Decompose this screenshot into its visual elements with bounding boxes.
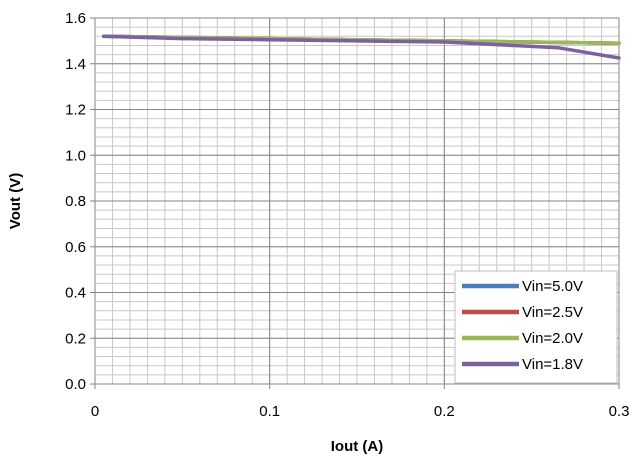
x-tick-label: 0	[91, 403, 99, 420]
x-tick-label: 0.3	[609, 403, 630, 420]
series-line	[101, 34, 621, 60]
y-tick-label: 0.4	[65, 285, 86, 302]
y-tick-label: 1.2	[65, 102, 86, 119]
y-axis-title: Vout (V)	[7, 173, 24, 229]
legend-label: Vin=2.5V	[522, 304, 583, 321]
x-tick-label: 0.2	[434, 403, 455, 420]
x-tick-labels: 0 0.1 0.2 0.3	[91, 403, 630, 420]
series-lines	[101, 34, 621, 60]
y-tick-label: 0.8	[65, 193, 86, 210]
legend: Vin=5.0V Vin=2.5V Vin=2.0V Vin=1.8V	[454, 270, 618, 384]
y-tick-label: 0.2	[65, 330, 86, 347]
legend-label: Vin=1.8V	[522, 356, 583, 373]
y-tick-labels: 0.0 0.2 0.4 0.6 0.8 1.0 1.2 1.4 1.6	[65, 10, 86, 393]
x-axis-title: Iout (A)	[331, 438, 383, 455]
x-tick-label: 0.1	[259, 403, 280, 420]
y-tick-label: 1.6	[65, 10, 86, 27]
legend-label: Vin=5.0V	[522, 278, 583, 295]
y-tick-label: 0.6	[65, 239, 86, 256]
axes	[90, 17, 620, 389]
y-tick-label: 1.0	[65, 147, 86, 164]
y-tick-label: 0.0	[65, 376, 86, 393]
y-tick-label: 1.4	[65, 56, 86, 73]
legend-label: Vin=2.0V	[522, 330, 583, 347]
